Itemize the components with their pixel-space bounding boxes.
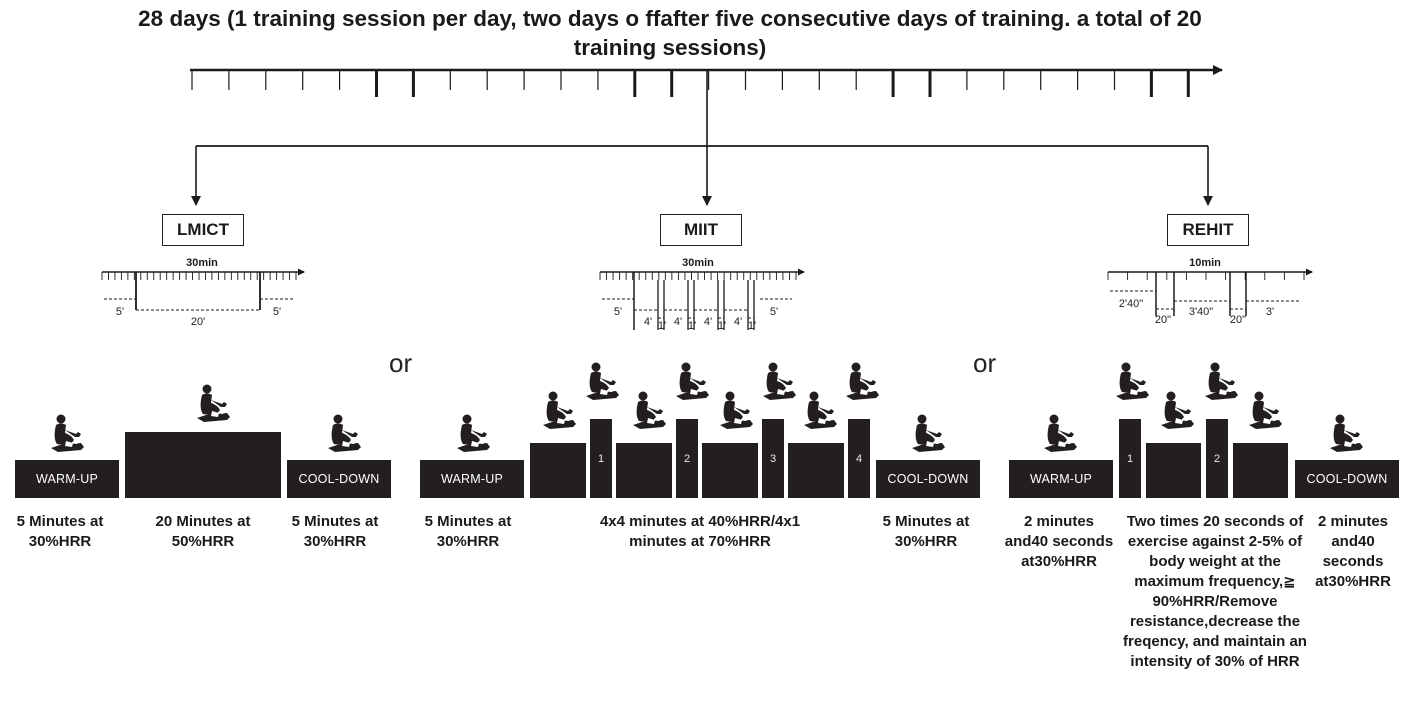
cooldown-label: COOL-DOWN [298,472,380,486]
protocol-box-lmict: LMICT [162,214,244,246]
lmict-timeline-label: 5' [272,306,282,318]
miit-timeline-label: 4' [703,316,713,328]
miit-moderate-block [530,443,586,498]
rehit-recovery-block [1233,443,1288,498]
rehit-total-duration: 10min [1189,257,1221,269]
miit-total-duration: 30min [682,257,714,269]
stationary-cyclist-icon [48,413,86,455]
miit-timeline-label: 5' [769,306,779,318]
lmict-total-duration: 30min [186,257,218,269]
warmup-label: WARM-UP [1029,472,1093,486]
protocol-box-rehit: REHIT [1167,214,1249,246]
rehit-main-description: Two times 20 seconds of exercise against… [1123,513,1307,670]
miit-timeline-label: 1' [747,320,757,332]
stationary-cyclist-icon [540,390,578,432]
or-separator: or [389,348,413,378]
cooldown-label: COOL-DOWN [887,472,969,486]
miit-moderate-block [788,443,844,498]
rehit-warmup-block: WARM-UP [1009,460,1113,498]
cooldown-label: COOL-DOWN [1306,472,1388,486]
miit-warmup-block: WARM-UP [420,460,524,498]
stationary-cyclist-icon [801,390,839,432]
interval-number: 2 [683,452,691,465]
interval-number: 2 [1213,452,1221,465]
rehit-timeline-label: 3' [1265,306,1275,318]
interval-number: 4 [855,452,863,465]
miit-timeline-label: 4' [733,316,743,328]
stationary-cyclist-icon [1041,413,1079,455]
rehit-timeline-label: 20" [1229,314,1247,326]
stationary-cyclist-icon [630,390,668,432]
rehit-cooldown-description: 2 minutes and40 seconds at30%HRR [1315,513,1391,590]
miit-timeline-label: 4' [673,316,683,328]
rehit-timeline-label: 2'40" [1118,298,1144,310]
stationary-cyclist-icon [1327,413,1365,455]
miit-moderate-block [702,443,758,498]
lmict-cooldown-description: 5 Minutes at 30%HRR [291,513,379,550]
rehit-warmup-description: 2 minutes and40 seconds at30%HRR [1004,513,1114,570]
or-separator: or [973,348,997,378]
rehit-sprint-block: 1 [1119,419,1141,498]
rehit-recovery-block [1146,443,1201,498]
rehit-timeline-label: 3'40" [1188,306,1214,318]
lmict-warmup-description: 5 Minutes at 30%HRR [16,513,104,550]
miit-moderate-block [616,443,672,498]
miit-interval-block: 1 [590,419,612,498]
study-design-title: 28 days (1 training session per day, two… [138,6,1202,60]
miit-interval-block: 4 [848,419,870,498]
miit-cooldown-description: 5 Minutes at 30%HRR [882,513,970,550]
stationary-cyclist-icon [325,413,363,455]
stationary-cyclist-icon [673,361,711,403]
stationary-cyclist-icon [454,413,492,455]
miit-timeline-label: 1' [657,320,667,332]
rehit-timeline-label: 20" [1154,314,1172,326]
interval-number: 3 [769,452,777,465]
stationary-cyclist-icon [843,361,881,403]
interval-number: 1 [1126,452,1134,465]
miit-timeline-label: 1' [717,320,727,332]
miit-timeline-label: 4' [643,316,653,328]
protocol-box-miit: MIIT [660,214,742,246]
stationary-cyclist-icon [717,390,755,432]
stationary-cyclist-icon [1202,361,1240,403]
lmict-main-description: 20 Minutes at 50%HRR [155,513,251,550]
stationary-cyclist-icon [194,383,232,425]
stationary-cyclist-icon [909,413,947,455]
stationary-cyclist-icon [583,361,621,403]
miit-timeline-label: 1' [687,320,697,332]
rehit-sprint-block: 2 [1206,419,1228,498]
miit-warmup-description: 5 Minutes at 30%HRR [424,513,512,550]
stationary-cyclist-icon [1113,361,1151,403]
lmict-cooldown-block: COOL-DOWN [287,460,391,498]
warmup-label: WARM-UP [35,472,99,486]
stationary-cyclist-icon [760,361,798,403]
warmup-label: WARM-UP [440,472,504,486]
miit-timeline-label: 5' [613,306,623,318]
interval-number: 1 [597,452,605,465]
miit-interval-block: 3 [762,419,784,498]
lmict-timeline-label: 20' [190,316,206,328]
lmict-timeline-label: 5' [115,306,125,318]
miit-cooldown-block: COOL-DOWN [876,460,980,498]
stationary-cyclist-icon [1158,390,1196,432]
miit-main-description: 4x4 minutes at 40%HRR/4x1 minutes at 70%… [599,513,801,550]
miit-interval-block: 2 [676,419,698,498]
stationary-cyclist-icon [1246,390,1284,432]
lmict-main-block [125,432,281,498]
rehit-cooldown-block: COOL-DOWN [1295,460,1399,498]
lmict-warmup-block: WARM-UP [15,460,119,498]
